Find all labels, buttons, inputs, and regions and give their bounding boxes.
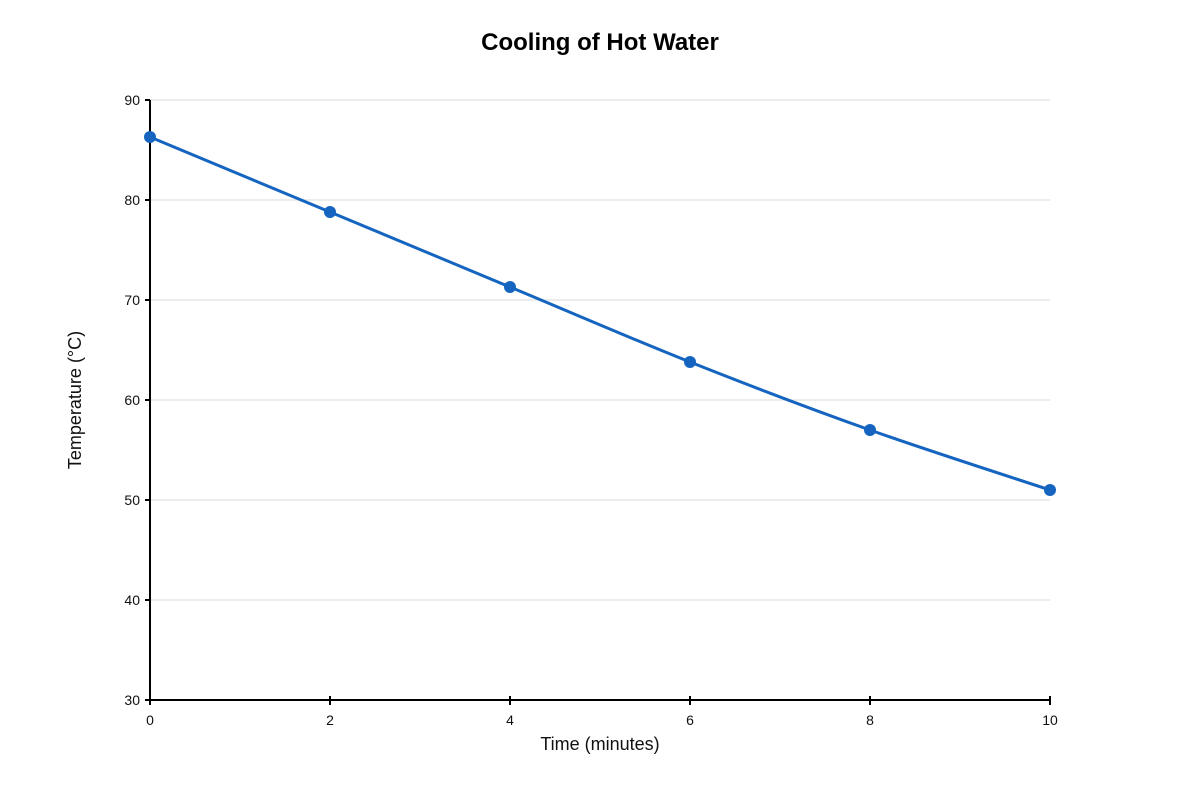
gridlines: [150, 99, 1050, 601]
x-tick-label-6: 6: [686, 712, 694, 728]
x-tick-label-0: 0: [146, 712, 154, 728]
y-tick-label-40: 40: [124, 592, 140, 608]
y-tick-label-80: 80: [124, 192, 140, 208]
data-point-4[interactable]: [504, 281, 516, 293]
data-point-2[interactable]: [324, 206, 336, 218]
x-tick-label-10: 10: [1042, 712, 1058, 728]
x-tick-label-4: 4: [506, 712, 514, 728]
y-tick-label-50: 50: [124, 492, 140, 508]
series-layer: [144, 131, 1056, 496]
x-tick-label-8: 8: [866, 712, 874, 728]
y-tick-label-30: 30: [124, 692, 140, 708]
x-tick-label-2: 2: [326, 712, 334, 728]
series-line-0: [149, 135, 1051, 492]
y-tick-label-70: 70: [124, 292, 140, 308]
data-point-0[interactable]: [144, 131, 156, 143]
tick-labels: 30 40 50 60 70 80 90 0 2 4 6 8 10: [124, 92, 1058, 728]
y-tick-label-60: 60: [124, 392, 140, 408]
y-axis-label: Temperature (°C): [65, 331, 85, 469]
data-point-6[interactable]: [684, 356, 696, 368]
axes: [145, 99, 1051, 705]
y-tick-label-90: 90: [124, 92, 140, 108]
data-point-10[interactable]: [1044, 484, 1056, 496]
chart-title: Cooling of Hot Water: [481, 29, 719, 56]
data-point-8[interactable]: [864, 424, 876, 436]
x-axis-label: Time (minutes): [540, 734, 659, 754]
